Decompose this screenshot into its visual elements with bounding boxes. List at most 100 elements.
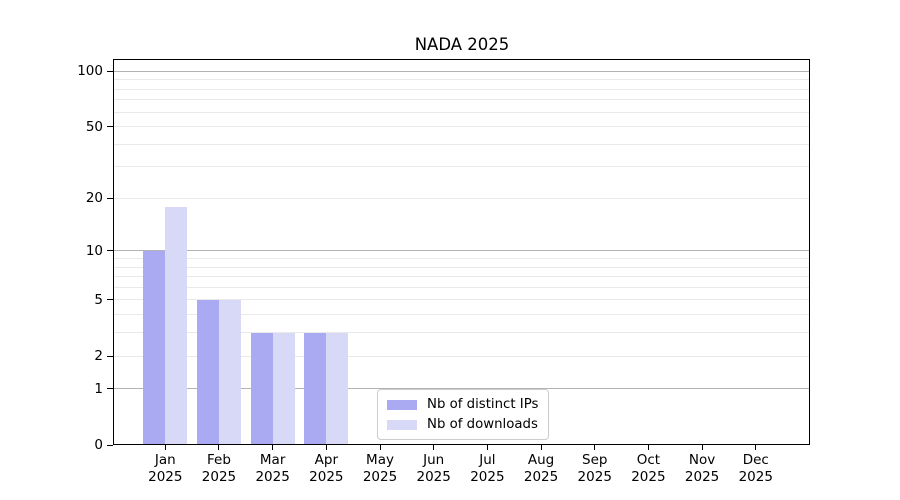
legend: Nb of distinct IPs Nb of downloads bbox=[377, 389, 550, 440]
x-tick-label: Nov 2025 bbox=[662, 452, 742, 486]
x-tick bbox=[325, 445, 327, 450]
legend-item-distinct-ips: Nb of distinct IPs bbox=[387, 397, 538, 412]
y-tick-label: 100 bbox=[77, 63, 103, 80]
y-tick bbox=[107, 126, 113, 128]
y-tick-label: 50 bbox=[85, 118, 103, 135]
legend-label-distinct-ips: Nb of distinct IPs bbox=[427, 397, 539, 412]
y-tick-label: 20 bbox=[85, 190, 103, 207]
gridline-minor bbox=[114, 332, 810, 334]
legend-swatch-downloads-icon bbox=[387, 419, 417, 430]
gridline-minor bbox=[114, 143, 810, 145]
x-label-year: 2025 bbox=[523, 469, 559, 485]
bar-downloads-feb bbox=[218, 299, 241, 445]
y-tick-label: 10 bbox=[85, 242, 103, 259]
legend-label-downloads: Nb of downloads bbox=[427, 417, 538, 432]
gridline-minor bbox=[114, 258, 810, 259]
y-tick bbox=[107, 388, 113, 390]
gridline-minor bbox=[114, 79, 810, 81]
y-tick-label: 2 bbox=[94, 348, 103, 365]
x-label-year: 2025 bbox=[148, 469, 183, 485]
x-tick bbox=[486, 445, 488, 450]
x-label-month: Dec bbox=[742, 452, 769, 468]
bar-downloads-mar bbox=[272, 332, 295, 445]
y-tick bbox=[107, 444, 113, 446]
x-label-year: 2025 bbox=[416, 469, 451, 485]
gridline-minor bbox=[114, 197, 810, 199]
x-tick-label: Dec 2025 bbox=[716, 452, 796, 486]
x-tick-label: Jul 2025 bbox=[447, 452, 527, 486]
y-tick-label: 5 bbox=[94, 291, 103, 308]
gridline-major bbox=[114, 250, 810, 252]
gridline-minor bbox=[114, 111, 810, 113]
x-label-month: Apr bbox=[314, 452, 338, 468]
x-label-month: Oct bbox=[636, 452, 661, 468]
gridline-minor bbox=[114, 266, 810, 268]
x-label-year: 2025 bbox=[470, 469, 505, 485]
x-tick bbox=[164, 445, 166, 450]
gridline-minor bbox=[114, 276, 810, 278]
bar-downloads-jan bbox=[165, 206, 188, 445]
x-label-month: Jul bbox=[479, 452, 496, 468]
x-label-year: 2025 bbox=[631, 469, 666, 485]
x-label-month: Nov bbox=[688, 452, 716, 468]
y-tick bbox=[107, 355, 113, 357]
x-label-year: 2025 bbox=[309, 469, 344, 485]
x-tick-label: Jun 2025 bbox=[394, 452, 474, 486]
x-tick-label: May 2025 bbox=[340, 452, 420, 486]
y-tick-label: 1 bbox=[94, 380, 103, 397]
x-label-month: May bbox=[366, 452, 394, 468]
x-label-month: Mar bbox=[259, 452, 286, 468]
x-label-year: 2025 bbox=[255, 469, 290, 485]
x-label-month: Sep bbox=[582, 452, 608, 468]
gridline-major bbox=[114, 70, 810, 72]
x-tick-label: Sep 2025 bbox=[555, 452, 635, 486]
gridline-minor bbox=[114, 355, 810, 357]
x-tick bbox=[540, 445, 542, 450]
chart-title: NADA 2025 bbox=[414, 35, 510, 54]
x-label-year: 2025 bbox=[362, 469, 398, 485]
bar-distinct-ips-feb bbox=[196, 299, 219, 445]
x-tick bbox=[433, 445, 435, 450]
legend-item-downloads: Nb of downloads bbox=[387, 417, 538, 432]
bar-distinct-ips-jan bbox=[143, 250, 166, 445]
x-label-year: 2025 bbox=[684, 469, 720, 485]
x-label-month: Feb bbox=[207, 452, 231, 468]
x-tick-label: Aug 2025 bbox=[501, 452, 581, 486]
x-label-year: 2025 bbox=[577, 469, 612, 485]
y-tick bbox=[107, 250, 113, 252]
x-label-year: 2025 bbox=[201, 469, 237, 485]
x-tick bbox=[218, 445, 220, 450]
gridline-minor bbox=[114, 88, 810, 90]
x-tick bbox=[379, 445, 381, 450]
gridline-minor bbox=[114, 126, 810, 128]
x-tick bbox=[701, 445, 703, 450]
x-label-month: Aug bbox=[527, 452, 555, 468]
y-tick bbox=[107, 70, 113, 72]
gridline-minor bbox=[114, 166, 810, 168]
x-label-year: 2025 bbox=[738, 469, 773, 485]
x-tick bbox=[755, 445, 757, 450]
gridline-minor bbox=[114, 314, 810, 316]
x-tick bbox=[647, 445, 649, 450]
legend-swatch-distinct-ips-icon bbox=[387, 399, 417, 410]
bar-distinct-ips-mar bbox=[250, 332, 273, 445]
x-tick-label: Oct 2025 bbox=[608, 452, 688, 486]
x-tick-label: Apr 2025 bbox=[286, 452, 366, 486]
x-label-month: Jun bbox=[423, 452, 445, 468]
x-tick bbox=[272, 445, 274, 450]
x-tick-label: Jan 2025 bbox=[125, 452, 205, 486]
bar-distinct-ips-apr bbox=[304, 332, 327, 445]
bar-downloads-apr bbox=[326, 332, 349, 445]
y-tick bbox=[107, 197, 113, 199]
gridline-minor bbox=[114, 99, 810, 101]
y-tick bbox=[107, 299, 113, 301]
x-tick bbox=[594, 445, 596, 450]
x-tick-label: Feb 2025 bbox=[179, 452, 259, 486]
x-label-month: Jan bbox=[154, 452, 176, 468]
gridline-minor bbox=[114, 286, 810, 288]
y-tick-label: 0 bbox=[94, 437, 103, 453]
gridline-minor bbox=[114, 299, 810, 301]
x-tick-label: Mar 2025 bbox=[233, 452, 313, 486]
gridline-major bbox=[114, 388, 810, 390]
